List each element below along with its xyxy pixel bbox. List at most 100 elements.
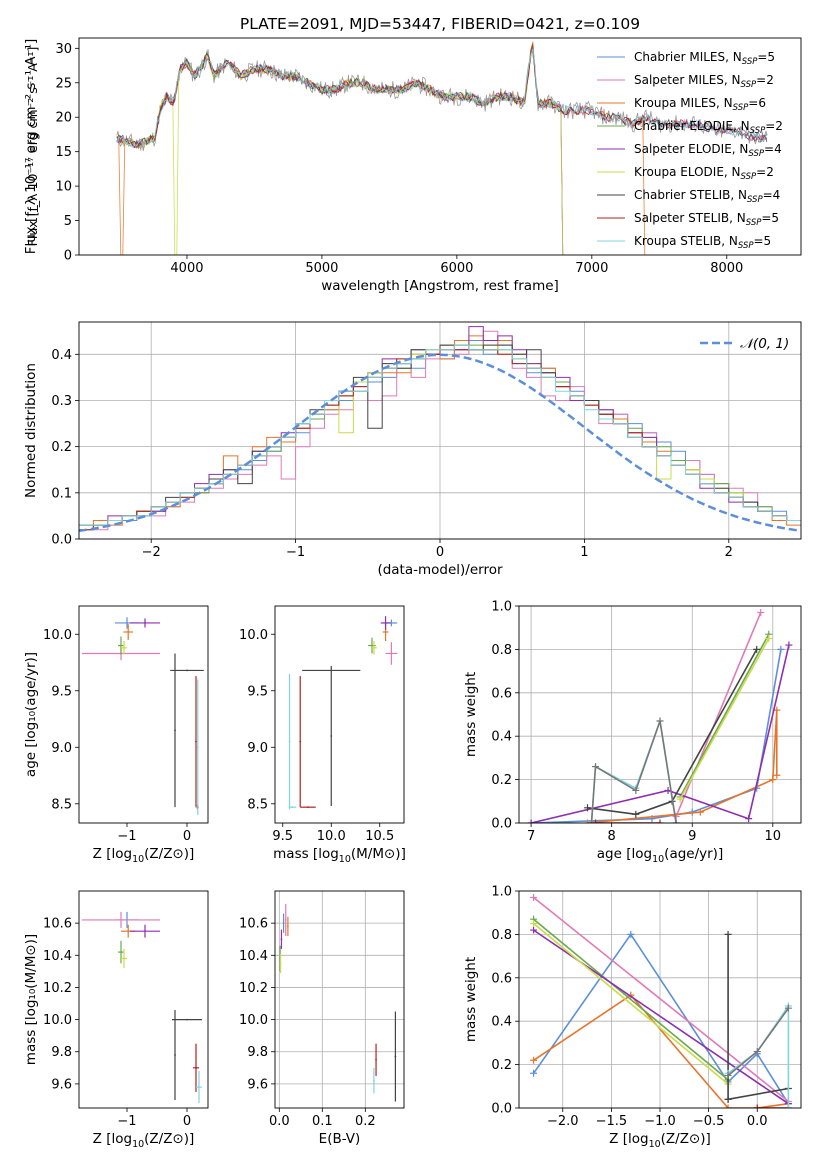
legend-label: Salpeter STELIB, NSSP=5 xyxy=(634,211,779,228)
weight-vs-age-point-marker xyxy=(769,776,777,784)
age-vs-mass-xlabel-post: (M/M⊙)] xyxy=(351,846,406,862)
residuals-ytick-label: 0.4 xyxy=(51,348,72,363)
legend-label-main: Salpeter MILES, N xyxy=(634,73,741,87)
legend-label-end: =5 xyxy=(757,50,775,64)
legend-label-main: Kroupa MILES, N xyxy=(634,96,733,110)
mass-vs-Z-ylabel: mass [log₁₀(M/M⊙)] xyxy=(23,934,39,1065)
age-vs-Z-xlabel-sub: 10 xyxy=(132,854,144,865)
weight-vs-Z-point-marker xyxy=(784,1004,792,1012)
weight-vs-age-point-marker xyxy=(753,645,761,653)
mass-vs-EBV-plot-area xyxy=(279,903,397,1102)
age-vs-Z-ylabel: age [log₁₀(age/yr)] xyxy=(23,652,39,777)
spectrum-xtick-label: 6000 xyxy=(440,261,473,276)
weight-vs-Z-point-marker xyxy=(724,1071,732,1079)
age-vs-mass-errorbar-point xyxy=(380,616,391,630)
mass-vs-EBV-ytick-label: 10.6 xyxy=(239,917,268,932)
age-vs-Z-xlabel-pre: Z [log xyxy=(93,846,132,862)
weight-vs-Z-xtick-label: −2.0 xyxy=(547,1114,579,1129)
weight-vs-Z-point-marker xyxy=(530,920,538,928)
mass-vs-EBV-xtick-label: 0.2 xyxy=(355,1114,376,1129)
residuals-xtick-label: −1 xyxy=(286,545,305,560)
spectrum-xtick-label: 5000 xyxy=(305,261,338,276)
weight-vs-Z-ytick-label: 1.0 xyxy=(491,885,512,900)
weight-vs-Z-xlabel-pre: Z [log xyxy=(609,1131,648,1147)
legend-label-end: =5 xyxy=(761,211,779,225)
spectrum-xlabel: wavelength [Angstrom, rest frame] xyxy=(321,278,559,294)
legend-label-sub: SSP xyxy=(741,172,757,182)
age-vs-Z-panel: −1 0 8.5 9.0 9.5 10.0 Z [log10(Z/Z⊙)] age [log₁… xyxy=(23,605,209,865)
weight-vs-age-series-line xyxy=(679,638,770,800)
age-vs-mass-xtick-label: 9.5 xyxy=(272,829,293,844)
mass-vs-Z-ytick-label: 9.6 xyxy=(51,1077,72,1092)
errorbar-center xyxy=(299,740,302,743)
age-vs-Z-errorbar-point xyxy=(196,679,199,816)
age-vs-mass-ytick-label: 9.5 xyxy=(247,684,268,699)
legend-label: Kroupa STELIB, NSSP=5 xyxy=(634,234,771,251)
weight-vs-age-point-marker xyxy=(773,771,781,779)
weight-vs-age-ytick-label: 1.0 xyxy=(491,600,512,615)
mass-vs-Z-errorbar-point xyxy=(82,911,160,928)
weight-vs-Z-ytick-label: 0.6 xyxy=(491,971,512,986)
weight-vs-age-xtick-label: 7 xyxy=(527,829,535,844)
weight-vs-age-xtick-label: 8 xyxy=(608,829,616,844)
residuals-ytick-label: 0.1 xyxy=(51,486,72,501)
legend-label-sub: SSP xyxy=(750,126,766,136)
spectrum-model-line xyxy=(116,46,565,255)
spectrum-model-line xyxy=(116,43,768,149)
age-vs-Z-xlabel: Z [log10(Z/Z⊙)] xyxy=(93,846,195,865)
legend-label-main: Salpeter STELIB, N xyxy=(634,211,746,225)
mass-vs-EBV-errorbar-point xyxy=(284,903,287,937)
age-vs-Z-xtick-label: −1 xyxy=(117,829,136,844)
errorbar-center xyxy=(373,1079,375,1082)
weight-vs-age-point-marker xyxy=(527,819,535,823)
errorbar-center xyxy=(284,919,287,921)
spectrum-data-line xyxy=(116,46,768,152)
errorbar-center xyxy=(144,622,146,624)
mass-vs-Z-ytick-label: 10.0 xyxy=(43,1013,72,1028)
legend-label-main: Chabrier ELODIE, N xyxy=(634,119,750,133)
weight-vs-age-point-marker xyxy=(777,645,785,653)
weight-vs-age-point-marker xyxy=(676,795,684,803)
mass-vs-EBV-ytick-label: 10.0 xyxy=(239,1013,268,1028)
weight-vs-Z-ylabel: mass weight xyxy=(463,957,479,1042)
legend-label-main: Salpeter ELODIE, N xyxy=(634,142,748,156)
weight-vs-Z-series-line xyxy=(533,994,789,1108)
spectrum-model-line xyxy=(116,42,565,255)
age-vs-mass-frame xyxy=(274,605,405,824)
errorbar-center xyxy=(307,806,309,809)
legend-label-end: =6 xyxy=(748,96,766,110)
weight-vs-Z-series-line xyxy=(727,934,789,1101)
weight-vs-age-point-marker xyxy=(745,815,753,823)
mass-vs-Z-frame xyxy=(78,890,209,1109)
mass-vs-Z-xtick-label: −1 xyxy=(117,1114,136,1129)
weight-vs-age-series-line xyxy=(530,644,790,823)
spectrum-ylabel: Flux [f_λ 10⁻¹⁷ erg cm⁻² s⁻¹ A⁻¹] xyxy=(23,39,39,255)
mass-vs-Z-xlabel-pre: Z [log xyxy=(93,1131,132,1147)
legend-label-sub: SSP xyxy=(733,103,749,113)
errorbar-center xyxy=(373,646,375,649)
weight-vs-age-xlabel-pre: age [log xyxy=(597,846,652,862)
mass-vs-EBV-ytick-label: 9.8 xyxy=(247,1045,268,1060)
residuals-ytick-label: 0.2 xyxy=(51,440,72,455)
mass-vs-EBV-frame xyxy=(274,890,405,1109)
weight-vs-Z-series-line xyxy=(533,918,729,1081)
mass-vs-EBV-xtick-label: 0.0 xyxy=(269,1114,290,1129)
legend-label-main: Kroupa ELODIE, N xyxy=(634,165,741,179)
weight-vs-age-point-marker xyxy=(583,819,591,823)
mass-vs-Z-plot-area xyxy=(82,911,202,1104)
spectrum-ytick-label: 10 xyxy=(55,180,72,195)
weight-vs-age-point-marker xyxy=(632,810,640,818)
weight-vs-Z-xtick-label: −1.5 xyxy=(596,1114,628,1129)
weight-vs-age-xlabel: age [log10(age/yr)] xyxy=(597,846,723,865)
weight-vs-Z-series-line xyxy=(533,929,789,1105)
age-vs-mass-errorbar-point xyxy=(385,642,398,665)
weight-vs-age-ytick-label: 0.0 xyxy=(491,817,512,832)
mass-vs-EBV-xtick-label: 0.1 xyxy=(312,1114,333,1129)
age-vs-Z-xlabel-post: (Z/Z⊙)] xyxy=(144,846,194,862)
errorbar-center xyxy=(280,938,283,941)
errorbar-center xyxy=(282,922,285,925)
weight-vs-age-point-marker xyxy=(656,717,664,725)
age-vs-mass-xlabel: mass [log10(M/M⊙)] xyxy=(273,846,406,865)
weight-vs-age-xtick-label: 9 xyxy=(688,829,696,844)
